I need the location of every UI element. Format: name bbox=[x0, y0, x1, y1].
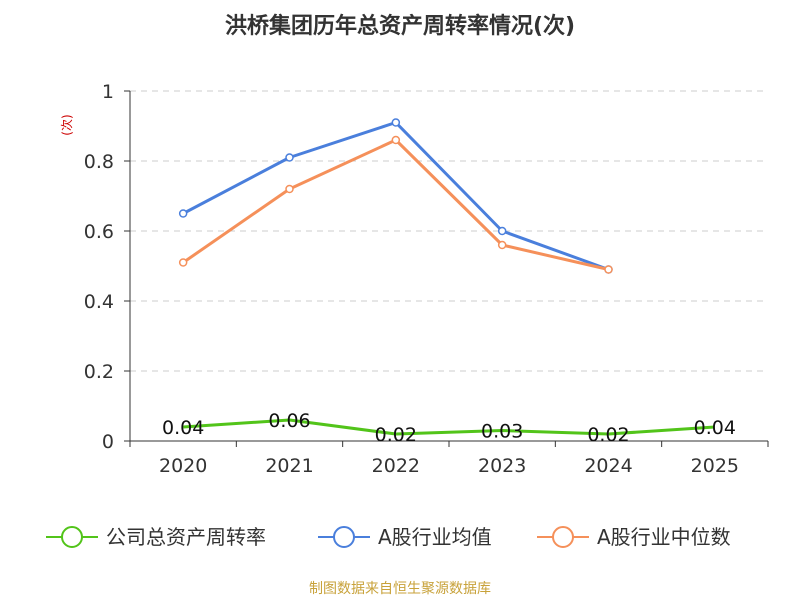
data-label: 0.03 bbox=[481, 421, 523, 443]
x-tick-label: 2022 bbox=[372, 455, 420, 477]
data-label: 0.02 bbox=[375, 424, 417, 446]
x-tick-label: 2024 bbox=[584, 455, 632, 477]
data-label: 0.04 bbox=[694, 417, 736, 439]
legend[interactable]: 公司总资产周转率 A股行业均值 A股行业中位数 bbox=[46, 525, 731, 549]
y-tick-label: 0 bbox=[102, 431, 114, 453]
series-line-company bbox=[183, 418, 715, 436]
x-tick-label: 2021 bbox=[265, 455, 313, 477]
legend-label: 公司总资产周转率 bbox=[106, 525, 266, 549]
x-tick-label: 2020 bbox=[159, 455, 207, 477]
y-tick-label: 1 bbox=[102, 81, 114, 103]
chart-title: 洪桥集团历年总资产周转率情况(次) bbox=[225, 13, 575, 39]
legend-marker bbox=[552, 526, 574, 548]
legend-label: A股行业中位数 bbox=[597, 525, 731, 549]
x-tick-label: 2023 bbox=[478, 455, 526, 477]
legend-item-avg[interactable]: A股行业均值 bbox=[318, 525, 492, 549]
series-point-median bbox=[497, 240, 507, 250]
y-tick-label: 0.6 bbox=[84, 221, 114, 243]
series-point-avg bbox=[497, 226, 507, 236]
series-line-median bbox=[182, 138, 609, 271]
x-axis-ticks: 2020 2021 2022 2023 2024 2025 bbox=[129, 441, 769, 477]
data-label: 0.02 bbox=[587, 424, 629, 446]
series-point-median bbox=[178, 258, 188, 267]
y-tick-label: 0.8 bbox=[84, 151, 114, 173]
series-point-avg bbox=[391, 118, 401, 127]
y-tick-label: 0.4 bbox=[84, 291, 114, 313]
data-labels: 0.04 0.06 0.02 0.03 0.02 0.04 bbox=[162, 410, 736, 446]
gridlines bbox=[130, 90, 768, 372]
series-point-avg bbox=[178, 209, 188, 218]
series-line-avg bbox=[182, 121, 610, 271]
source-note: 制图数据来自恒生聚源数据库 bbox=[309, 581, 491, 597]
series-point-median bbox=[604, 265, 613, 274]
y-tick-label: 0.2 bbox=[84, 361, 114, 383]
legend-item-median[interactable]: A股行业中位数 bbox=[537, 525, 731, 549]
axes bbox=[129, 91, 768, 442]
series-point-median bbox=[391, 135, 401, 145]
data-label: 0.04 bbox=[162, 417, 204, 439]
data-label: 0.06 bbox=[268, 410, 310, 432]
series-layer bbox=[178, 118, 715, 436]
legend-label: A股行业均值 bbox=[378, 525, 492, 549]
x-tick-label: 2025 bbox=[691, 455, 739, 477]
series-point-avg bbox=[285, 153, 294, 162]
legend-marker bbox=[61, 526, 83, 548]
series-point-median bbox=[285, 184, 294, 194]
y-axis-ticks: 0 0.2 0.4 0.6 0.8 1 bbox=[84, 81, 130, 453]
legend-item-company[interactable]: 公司总资产周转率 bbox=[46, 525, 266, 549]
legend-marker bbox=[333, 526, 355, 548]
y-axis-unit-label: (次) bbox=[60, 114, 74, 135]
